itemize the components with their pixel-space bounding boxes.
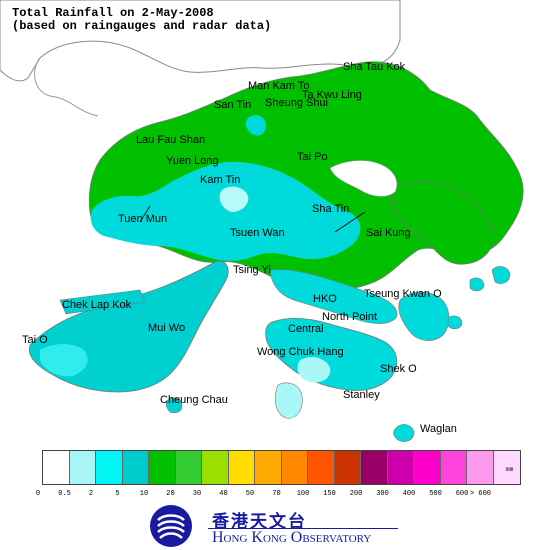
light-rain-core xyxy=(219,186,249,212)
lamma-island xyxy=(274,382,303,419)
legend-tick-label: 150 xyxy=(323,490,336,498)
legend-tick-label: 20 xyxy=(166,490,175,498)
place-label: Cheung Chau xyxy=(160,394,228,406)
place-label: Waglan xyxy=(420,423,457,435)
legend-swatch xyxy=(387,451,414,484)
place-label: Sha Tin xyxy=(312,203,349,215)
place-label: Kam Tin xyxy=(200,174,240,186)
legend-swatch xyxy=(96,451,123,484)
place-label: Tuen Mun xyxy=(118,213,167,225)
place-label: Sai Kung xyxy=(366,227,411,239)
place-label: HKO xyxy=(313,293,337,305)
place-label: Sha Tau Kok xyxy=(343,61,406,73)
rainfall-legend xyxy=(42,450,521,485)
legend-swatch xyxy=(308,451,335,484)
legend-swatch xyxy=(493,451,520,484)
place-label: Yuen Long xyxy=(166,155,219,167)
mainland-outline xyxy=(0,0,401,82)
lantau-light-rain xyxy=(40,344,88,377)
legend-tick-label: 400 xyxy=(402,490,416,498)
legend-swatch xyxy=(414,451,441,484)
legend-swatch xyxy=(122,451,149,484)
title-line-2: (based on raingauges and radar data) xyxy=(12,19,272,33)
title-line-1: Total Rainfall on 2-May-2008 xyxy=(12,6,214,20)
legend-tick-label: 40 xyxy=(219,490,228,498)
sai-kung-peninsula xyxy=(391,180,494,265)
legend-swatch xyxy=(281,451,308,484)
logo-chinese-text: 香港天文台 xyxy=(212,512,307,532)
legend-tick-label: 500 xyxy=(429,490,442,498)
tung-lung-island xyxy=(447,315,463,330)
legend-swatch xyxy=(202,451,229,484)
chek-lap-kok-island xyxy=(59,289,146,315)
hko-emblem-icon xyxy=(150,505,192,547)
place-label: Chek Lap Kok xyxy=(62,299,132,311)
legend-unit: mm xyxy=(506,466,514,473)
place-label: Tsuen Wan xyxy=(230,227,285,239)
place-label: Tai Po xyxy=(297,151,328,163)
deep-bay-outline xyxy=(34,57,99,117)
place-label: Stanley xyxy=(343,389,380,401)
place-label: San Tin xyxy=(214,99,251,111)
moderate-rain-spot-north xyxy=(245,115,266,136)
legend-tick-label: 50 xyxy=(245,490,255,498)
place-label: Ta Kwu Ling xyxy=(302,89,362,101)
legend-swatch xyxy=(334,451,361,484)
tuen-mun-river xyxy=(139,205,151,223)
tolo-harbour xyxy=(329,160,398,197)
place-label: Tseung Kwan O xyxy=(364,288,442,300)
legend-tick-label: 300 xyxy=(376,490,389,498)
legend-swatch xyxy=(440,451,467,484)
legend-swatch xyxy=(467,451,494,484)
legend-swatch xyxy=(361,451,388,484)
legend-swatch xyxy=(69,451,96,484)
place-label: Mui Wo xyxy=(148,322,185,334)
moderate-rain-region-west xyxy=(90,161,361,261)
kowloon-land xyxy=(269,269,398,324)
place-label: Wong Chuk Hang xyxy=(257,346,344,358)
cheung-chau-island xyxy=(165,397,183,414)
place-label: Man Kam To xyxy=(248,80,310,92)
legend-tick-label: 100 xyxy=(296,490,310,498)
legend-tick-labels: 0 0.5 2 5 10 20 30 40 50 70 100 150 200 300 400 500 600 >… xyxy=(0,490,545,502)
place-label: Central xyxy=(288,323,323,335)
logo-english-text: Hong Kong Observatory xyxy=(212,529,372,546)
tseung-kwan-o-land xyxy=(398,291,450,341)
legend-tick-label: 10 xyxy=(139,490,149,498)
map-title: Total Rainfall on 2-May-2008 (based on r… xyxy=(12,7,271,33)
place-label: Tai O xyxy=(22,334,48,346)
logo-rule xyxy=(208,528,398,529)
legend-swatch xyxy=(255,451,282,484)
hki-light-rain xyxy=(297,357,331,383)
place-label: Lau Fau Shan xyxy=(136,134,205,146)
legend-swatch xyxy=(175,451,202,484)
place-label: Tsing Yi xyxy=(233,264,271,276)
legend-swatch xyxy=(149,451,176,484)
legend-swatch xyxy=(228,451,255,484)
legend-tick-label: 600 xyxy=(455,490,469,498)
legend-tick-label: 0 xyxy=(35,490,41,498)
legend-tick-label: 5 xyxy=(115,490,120,498)
legend-tick-label: 200 xyxy=(349,490,363,498)
hko-logo: 香港天文台 Hong Kong Observatory xyxy=(148,503,545,550)
place-label: Shek O xyxy=(380,363,417,375)
legend-tick-label: 70 xyxy=(272,490,281,498)
legend-tick-label: > 600 xyxy=(469,490,492,498)
legend-tick-label: 2 xyxy=(88,490,94,498)
legend-tick-label: 30 xyxy=(192,490,202,498)
place-label: Sheung Shui xyxy=(265,97,328,109)
waglan-islands xyxy=(393,424,415,442)
shing-mun-river xyxy=(334,211,366,233)
place-label: North Point xyxy=(322,311,377,323)
legend-tick-label: 0.5 xyxy=(58,490,71,498)
eastern-islands xyxy=(469,266,511,292)
legend-swatch xyxy=(43,451,70,484)
